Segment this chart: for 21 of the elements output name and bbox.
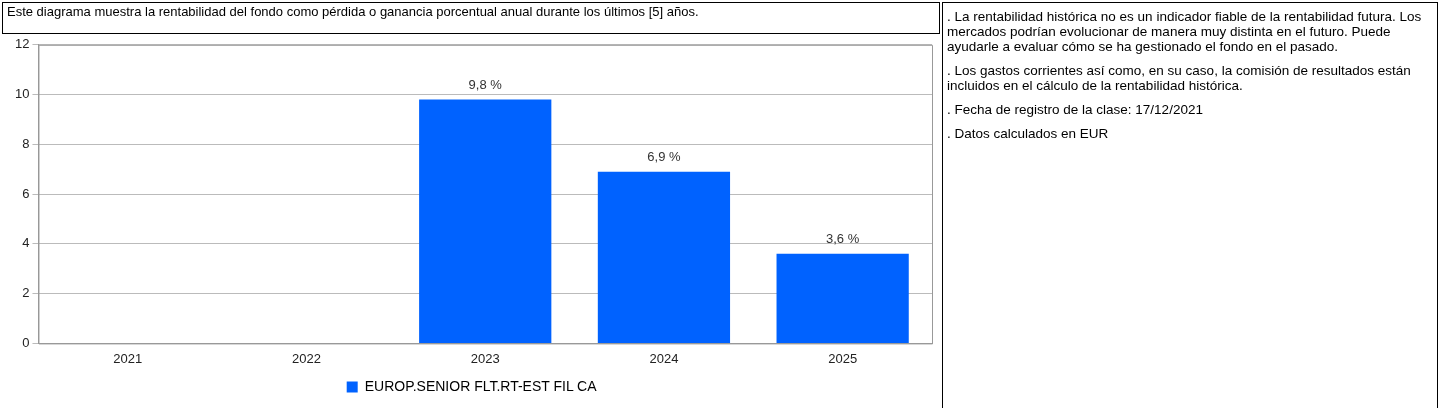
text: . Datos calculados en EUR <box>947 126 1110 141</box>
x-tick-label: 2025 <box>828 350 858 366</box>
data-label: 6,9 % <box>647 148 681 164</box>
y-tick-label: 0 <box>22 334 30 350</box>
x-tick-label: 2022 <box>292 350 321 366</box>
legend-label: EUROP.SENIOR FLT.RT-EST FIL CA <box>364 377 598 394</box>
y-tick-label: 2 <box>22 285 30 301</box>
text: . La rentabilidad histórica no es un indicador fiable de la rentabilidad futura. Los mercados podrían evolucionar de manera muy distinta en el futuro. Puede ayudarle a evaluar cómo se ha gestionado el fondo en el pasado. <box>947 9 1423 54</box>
data-label: 3,6 % <box>826 230 860 246</box>
y-tick-label: 10 <box>14 86 30 102</box>
y-tick-label: 8 <box>22 135 30 151</box>
y-tick-label: 12 <box>14 36 30 52</box>
x-tick-label: 2023 <box>470 350 500 366</box>
y-tick-label: 6 <box>22 185 30 201</box>
x-tick-label: 2024 <box>649 350 679 366</box>
text: . Fecha de registro de la clase: 17/12/2021 <box>947 102 1204 117</box>
text: . Los gastos corrientes así como, en su caso, la comisión de resultados están incluidos en el cálculo de la rentabilidad histórica. <box>947 63 1412 93</box>
y-tick-label: 4 <box>22 235 30 251</box>
chart-title: Este diagrama muestra la rentabilidad del fondo como pérdida o ganancia porcentual anual durante los últimos [5] años. <box>2 2 940 34</box>
x-tick-label: 2021 <box>113 350 143 366</box>
data-label: 9,8 % <box>468 76 503 92</box>
